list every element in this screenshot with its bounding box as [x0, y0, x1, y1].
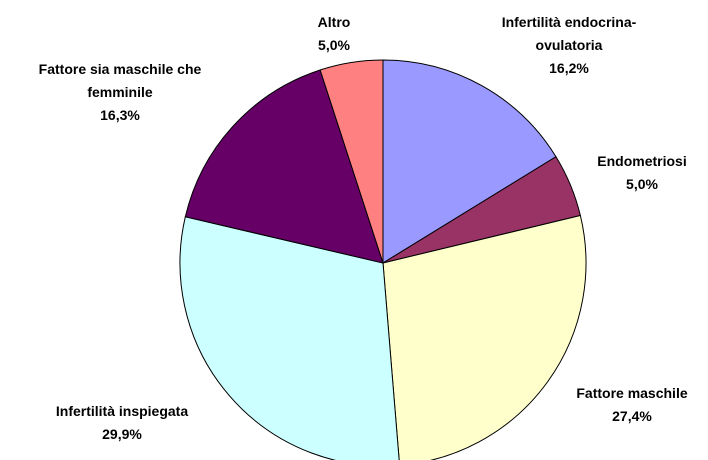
category-name: Fattore maschile [576, 385, 688, 401]
pie-slice [319, 59, 384, 264]
value-label: 16,3% [100, 107, 140, 123]
pie-slice [179, 216, 400, 460]
category-name: Endometriosi [597, 153, 687, 169]
slice-label: Infertilità endocrina-ovulatoria 16,2% [479, 11, 659, 80]
slice-label: Infertilità inspiegata 29,9% [22, 400, 222, 446]
pie-slice [184, 69, 384, 264]
value-label: 5,0% [318, 37, 350, 53]
value-label: 5,0% [626, 176, 658, 192]
category-name: Infertilità inspiegata [55, 403, 189, 419]
slice-label: Endometriosi 5,0% [572, 150, 708, 196]
category-name: Fattore sia maschile che femminile [38, 61, 202, 100]
category-name: Altro [317, 14, 351, 30]
pie-slice [382, 214, 587, 460]
slice-label: Altro 5,0% [294, 11, 374, 57]
category-name: Infertilità endocrina-ovulatoria [501, 14, 637, 53]
slice-label: Fattore maschile 27,4% [552, 382, 708, 428]
slice-label: Fattore sia maschile che femminile 16,3% [20, 58, 220, 127]
value-label: 16,2% [549, 60, 589, 76]
pie-slice [382, 59, 557, 264]
value-label: 29,9% [102, 426, 142, 442]
value-label: 27,4% [612, 408, 652, 424]
